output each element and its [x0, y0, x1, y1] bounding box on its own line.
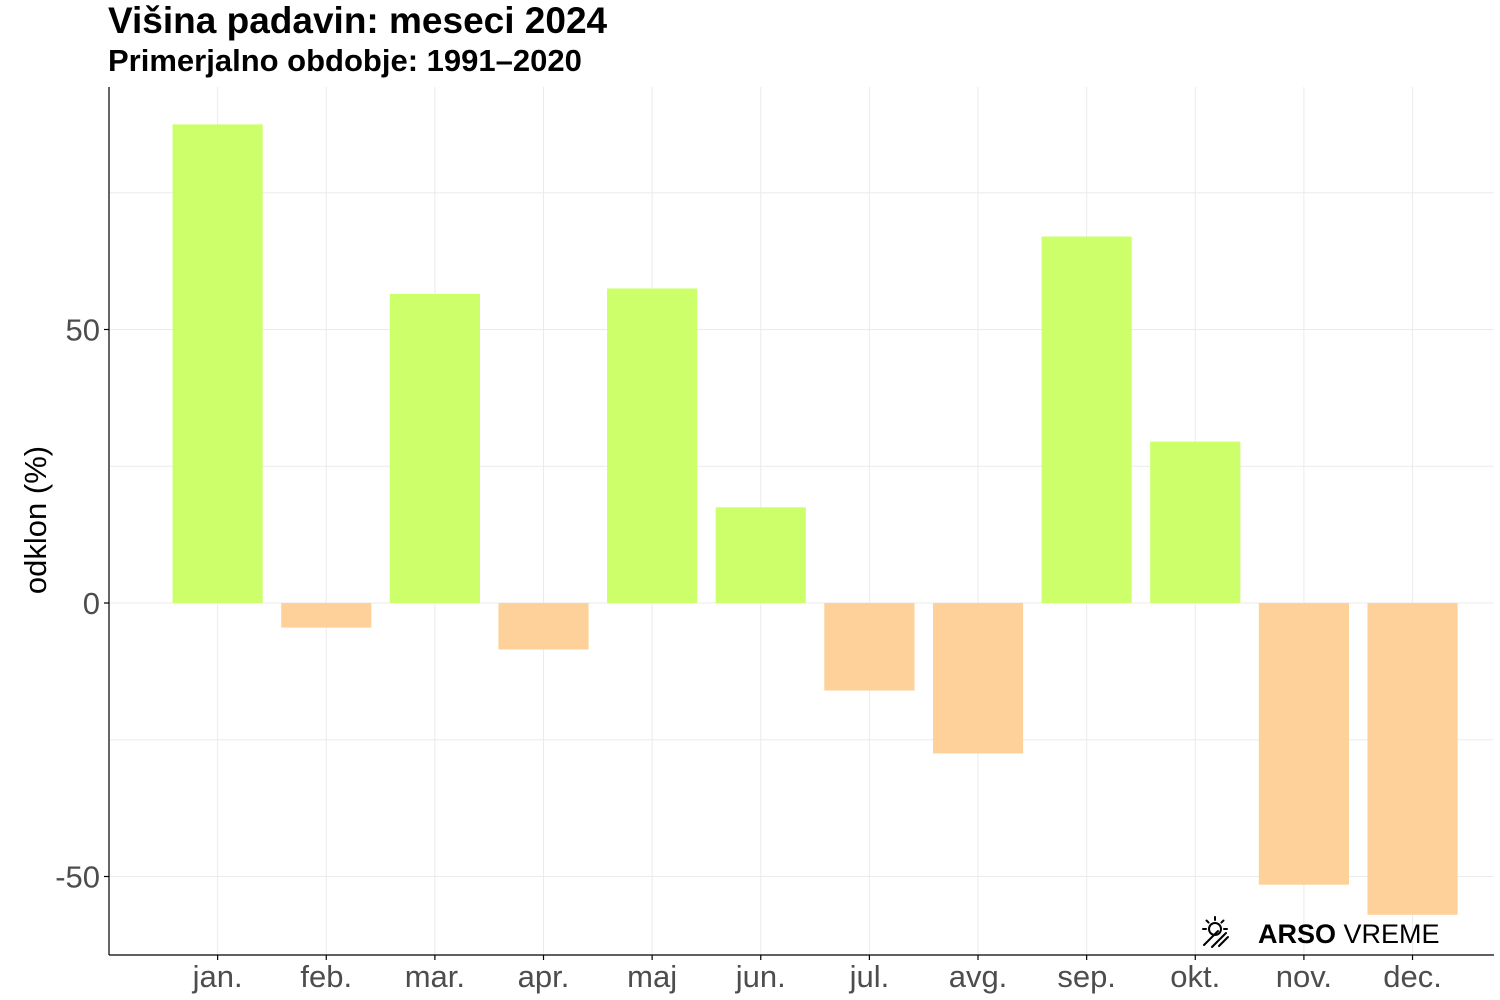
bar-apr — [498, 603, 589, 650]
bar-feb — [281, 603, 372, 628]
x-tick-label: dec. — [1383, 959, 1442, 994]
brand-strong: ARSO — [1258, 918, 1337, 949]
x-tick-label: feb. — [300, 959, 352, 994]
x-tick-label: jun. — [735, 959, 786, 994]
chart-subtitle: Primerjalno obdobje: 1991–2020 — [108, 43, 582, 78]
x-tick-label: jul. — [849, 959, 890, 994]
bar-nov — [1258, 603, 1349, 885]
bar-sep — [1041, 236, 1132, 603]
x-tick-label: maj — [627, 959, 677, 994]
bar-jun — [715, 507, 806, 603]
bar-jul — [824, 603, 915, 691]
x-tick-label: jan. — [192, 959, 243, 994]
x-tick-label: okt. — [1170, 959, 1220, 994]
chart-title: Višina padavin: meseci 2024 — [108, 0, 608, 41]
brand-light: VREME — [1336, 918, 1440, 949]
bar-jan — [172, 124, 263, 603]
brand-wordmark: ARSO VREME — [1258, 919, 1440, 950]
x-tick-label: avg. — [949, 959, 1008, 994]
y-tick-label: -50 — [55, 860, 100, 895]
tick-labels: -50 0 50 jan. feb. mar. apr. maj jun. jul. avg. sep… — [55, 313, 1442, 995]
x-tick-label: nov. — [1276, 959, 1332, 994]
y-axis-title: odklon (%) — [18, 446, 53, 594]
bar-dec — [1367, 603, 1458, 915]
bar-okt — [1150, 441, 1241, 603]
bar-mar — [389, 293, 480, 603]
y-tick-label: 50 — [66, 313, 100, 348]
y-tick-label: 0 — [83, 586, 100, 621]
x-tick-label: apr. — [518, 959, 570, 994]
axes — [104, 87, 1494, 960]
sun-rain-icon — [1198, 915, 1232, 954]
bars — [172, 124, 1458, 915]
bar-avg — [932, 603, 1024, 754]
bar-maj — [607, 288, 698, 603]
x-tick-label: sep. — [1057, 959, 1116, 994]
arso-vreme-logo: ARSO VREME — [1198, 914, 1440, 954]
x-tick-label: mar. — [405, 959, 465, 994]
